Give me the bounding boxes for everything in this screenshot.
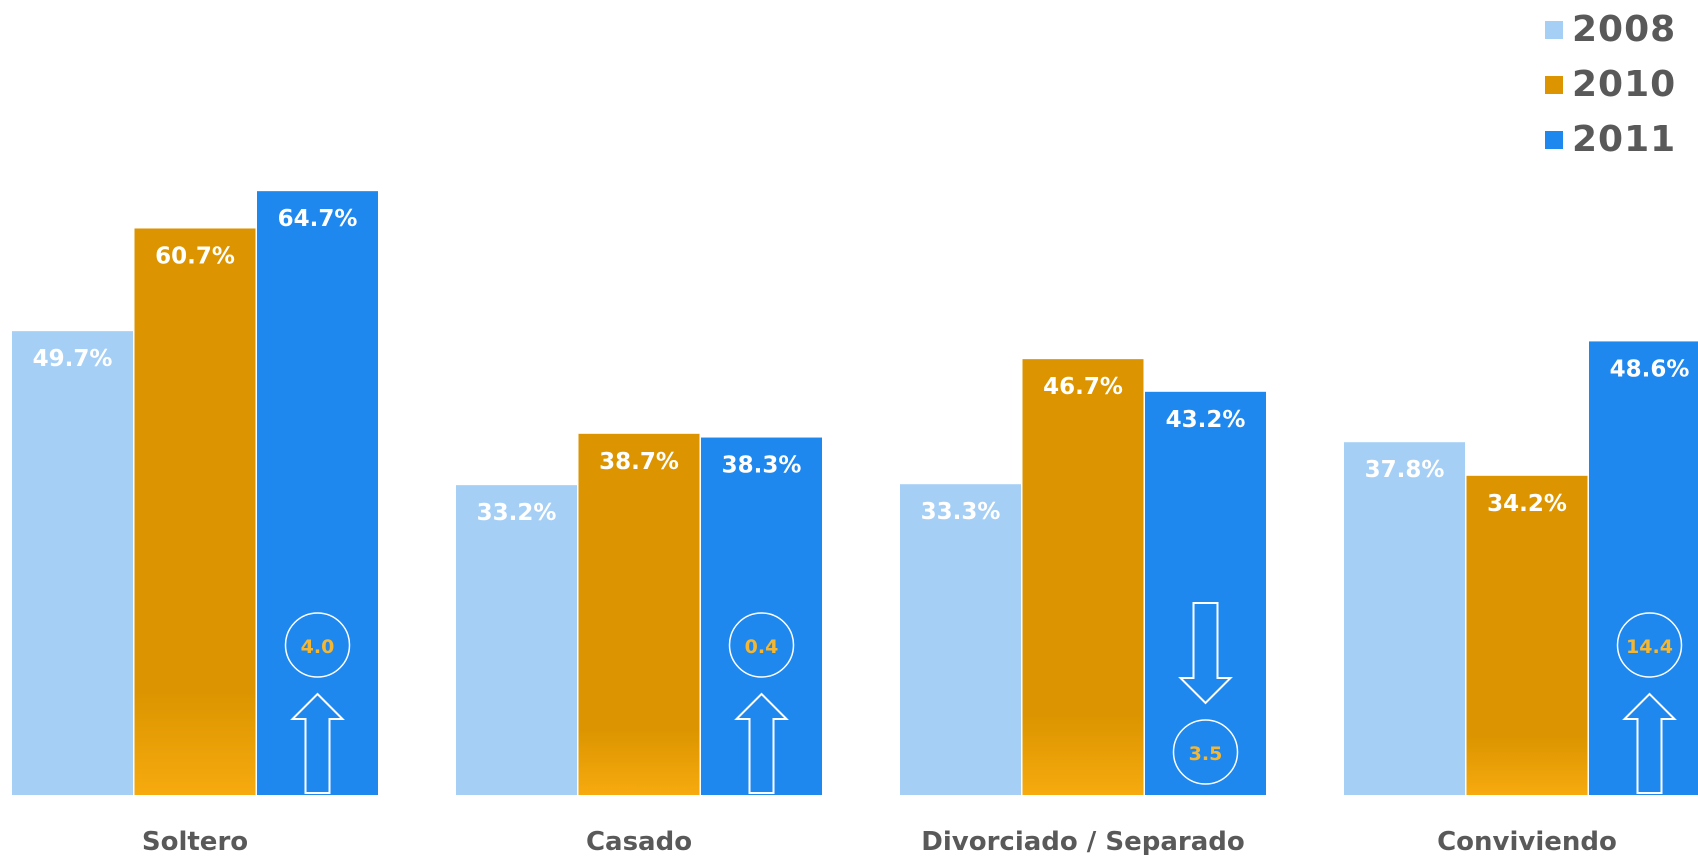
legend-label-2010: 2010 xyxy=(1572,64,1677,105)
data-label-conviviendo-2011: 48.6% xyxy=(1610,356,1690,382)
data-label-casado-2008: 33.2% xyxy=(477,500,557,526)
bar-conviviendo-2008 xyxy=(1344,442,1465,795)
bar-casado-2008 xyxy=(456,485,577,795)
bar-divorciado-separado-2008 xyxy=(900,484,1021,795)
data-label-divorciado-separado-2008: 33.3% xyxy=(921,499,1001,525)
change-circle-divorciado-separado xyxy=(1172,719,1239,785)
legend-item-2011: 2011 xyxy=(1545,112,1676,167)
legend-label-2008: 2008 xyxy=(1572,9,1677,50)
bar-divorciado-separado-2011 xyxy=(1145,391,1266,795)
change-circle-soltero xyxy=(284,612,351,678)
data-label-divorciado-separado-2010: 46.7% xyxy=(1043,374,1123,400)
legend-swatch-2010 xyxy=(1545,75,1563,94)
data-label-soltero-2008: 49.7% xyxy=(33,346,113,372)
bar-casado-2010 xyxy=(578,433,700,795)
change-circle-casado xyxy=(728,612,795,678)
category-label-conviviendo: Conviviendo xyxy=(1437,827,1617,855)
data-label-casado-2011: 38.3% xyxy=(722,453,802,479)
legend-item-2008: 2008 xyxy=(1545,2,1676,57)
legend-swatch-2008 xyxy=(1545,20,1563,39)
data-label-soltero-2010: 60.7% xyxy=(155,243,235,269)
category-label-soltero: Soltero xyxy=(142,827,248,855)
bar-conviviendo-2011 xyxy=(1589,341,1698,795)
legend-item-2010: 2010 xyxy=(1545,57,1676,112)
change-circle-conviviendo xyxy=(1616,612,1683,678)
bar-casado-2011 xyxy=(701,437,822,795)
bar-soltero-2011 xyxy=(257,191,378,795)
category-label-divorciado-separado: Divorciado / Separado xyxy=(921,827,1244,855)
category-label-casado: Casado xyxy=(586,827,692,855)
bar-divorciado-separado-2010 xyxy=(1022,359,1144,795)
data-label-conviviendo-2008: 37.8% xyxy=(1365,457,1445,483)
data-label-soltero-2011: 64.7% xyxy=(278,206,358,232)
bar-soltero-2008 xyxy=(12,331,133,795)
up-arrow-icon-soltero xyxy=(290,692,345,794)
legend-swatch-2011 xyxy=(1545,130,1563,149)
change-value-divorciado-separado: 3.5 xyxy=(1189,743,1223,765)
legend: 2008 2010 2011 xyxy=(1545,2,1676,167)
data-label-casado-2010: 38.7% xyxy=(599,449,679,475)
bar-conviviendo-2010 xyxy=(1466,475,1588,795)
bar-soltero-2010 xyxy=(134,228,256,796)
data-label-divorciado-separado-2011: 43.2% xyxy=(1166,407,1246,433)
change-value-casado: 0.4 xyxy=(745,636,779,658)
change-value-soltero: 4.0 xyxy=(301,636,335,658)
change-value-conviviendo: 14.4 xyxy=(1626,636,1673,658)
up-arrow-icon-casado xyxy=(734,692,789,794)
down-arrow-icon-divorciado-separado xyxy=(1178,602,1233,705)
legend-label-2011: 2011 xyxy=(1572,119,1677,160)
up-arrow-icon-conviviendo xyxy=(1622,692,1677,794)
data-label-conviviendo-2010: 34.2% xyxy=(1487,491,1567,517)
